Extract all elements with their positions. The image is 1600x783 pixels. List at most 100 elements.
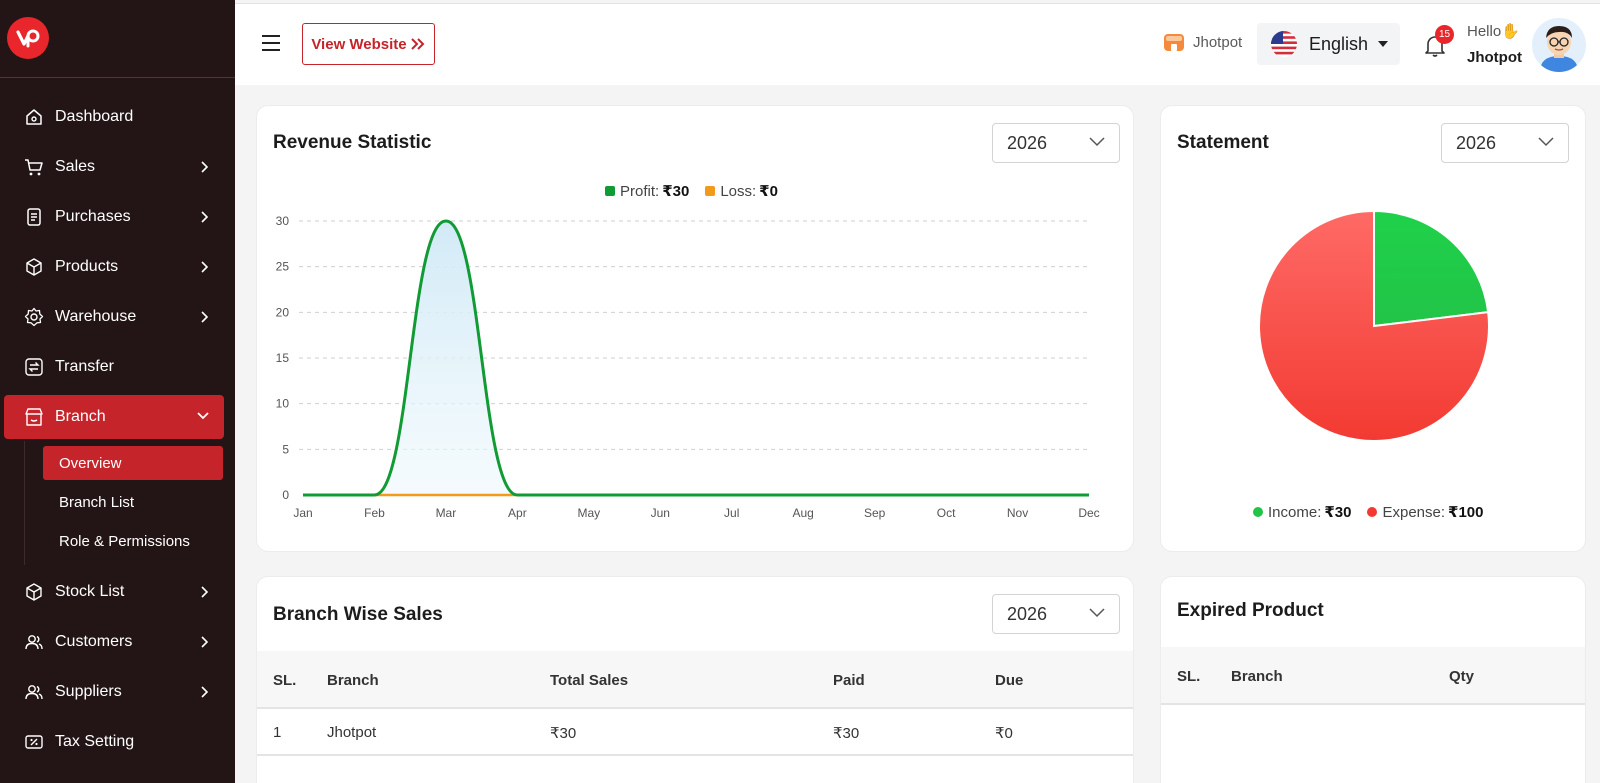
sidebar-item-branch[interactable]: Branch [4,395,224,439]
statement-year-value: 2026 [1456,132,1497,153]
chevron-right-icon [201,211,209,223]
sidebar-item-label: Customers [55,633,133,650]
branch-wise-sales-card: Branch Wise Sales 2026 SL. Branch Total … [256,576,1134,783]
submenu-item-branch-list[interactable]: Branch List [59,493,135,511]
statement-card: Statement 2026 Income: ₹30 Expense: ₹100 [1160,105,1586,552]
view-website-label: View Website [311,35,407,53]
user-name: Jhotpot [1467,49,1522,66]
logo-area [0,0,235,78]
users-icon [24,632,44,652]
x-tick-label: Aug [793,506,814,520]
statement-year-select[interactable]: 2026 [1441,123,1569,163]
sidebar: Dashboard Sales Purchases Products Wareh… [0,0,235,783]
submenu-item-role-permissions[interactable]: Role & Permissions [59,532,190,550]
view-website-button[interactable]: View Website [302,23,435,65]
notification-badge: 15 [1435,25,1454,44]
profit-swatch [605,186,615,196]
sidebar-item-dashboard[interactable]: Dashboard [4,95,224,139]
store-icon [24,407,44,427]
x-tick-label: May [577,506,600,520]
sidebar-item-label: Purchases [55,208,131,225]
store-icon [1164,34,1184,51]
store-name: Jhotpot [1193,33,1243,51]
cart-icon [24,157,44,177]
x-tick-label: Jul [724,506,739,520]
legend-value: ₹30 [662,183,690,200]
profit-series-line [303,219,1089,497]
pie-slice-expense[interactable] [1258,209,1490,442]
legend-income[interactable]: Income: ₹30 [1253,503,1351,521]
revenue-chart: 0 5 10 15 20 25 30 Jan Feb Mar Apr May Jun Jul Aug Sep O… [276,214,1100,520]
column-header: Branch [1231,668,1283,685]
legend-profit[interactable]: Profit: ₹30 [605,182,689,200]
sidebar-item-label: Branch [55,408,106,425]
chevron-right-icon [201,311,209,323]
chevron-right-icon [201,686,209,698]
home-icon [24,107,44,127]
sidebar-item-suppliers[interactable]: Suppliers [4,670,224,714]
legend-loss[interactable]: Loss: ₹0 [705,182,778,200]
revenue-statistic-card: Revenue Statistic 2026 Profit: ₹30 Loss: ₹… [256,105,1134,552]
pie-slice-income[interactable] [1373,209,1490,328]
table-row[interactable]: 1 Jhotpot ₹30 ₹30 ₹0 [257,709,1133,756]
sidebar-item-products[interactable]: Products [4,245,224,289]
sidebar-item-stock-list[interactable]: Stock List [4,570,224,614]
language-select[interactable]: English [1257,23,1400,65]
branch-sales-year-value: 2026 [1007,603,1048,624]
branch-submenu: Overview Branch List Role & Permissions [24,441,224,565]
box-icon [24,257,44,277]
language-label: English [1309,33,1369,54]
menu-icon[interactable] [261,34,281,52]
y-tick-label: 30 [276,214,290,228]
x-tick-label: Apr [508,506,527,520]
cell-due: ₹0 [995,725,1013,742]
revenue-year-select[interactable]: 2026 [992,123,1120,163]
branch-sales-title: Branch Wise Sales [273,604,443,625]
sidebar-item-transfer[interactable]: Transfer [4,345,224,389]
sidebar-item-label: Products [55,258,119,275]
y-tick-label: 5 [282,442,289,456]
sidebar-item-tax-setting[interactable]: Tax Setting [4,720,224,764]
table-header: SL. Branch Total Sales Paid Due [257,651,1133,709]
expired-title: Expired Product [1177,600,1324,621]
legend-label: Profit: [620,182,660,200]
transfer-icon [24,357,44,377]
legend-label: Loss: [720,182,757,200]
column-header: Total Sales [550,672,629,689]
expired-product-card: Expired Product SL. Branch Qty [1160,576,1586,783]
legend-expense[interactable]: Expense: ₹100 [1367,503,1484,521]
loss-swatch [705,186,716,196]
branch-sales-year-select[interactable]: 2026 [992,594,1120,634]
table-header: SL. Branch Qty [1161,647,1585,705]
income-swatch [1253,507,1263,517]
cell-paid: ₹30 [833,725,860,742]
x-tick-label: Feb [364,506,385,520]
sidebar-item-label: Stock List [55,583,125,600]
x-tick-label: Mar [436,506,457,520]
revenue-year-value: 2026 [1007,132,1048,153]
sidebar-item-label: Suppliers [55,683,122,700]
sidebar-item-sales[interactable]: Sales [4,145,224,189]
box-icon [24,582,44,602]
x-tick-label: Sep [864,506,886,520]
x-tick-label: Jan [293,506,312,520]
statement-pie-chart [1258,209,1490,442]
column-header: Qty [1449,668,1475,685]
caret-down-icon [1378,41,1389,47]
wave-hand-icon: ✋ [1501,23,1520,40]
revenue-legend: Profit: ₹30 Loss: ₹0 [605,182,794,200]
profit-area [303,221,1089,495]
avatar[interactable] [1532,18,1586,72]
store-switcher[interactable]: Jhotpot [1163,31,1242,53]
y-tick-label: 15 [276,351,290,365]
sidebar-item-purchases[interactable]: Purchases [4,195,224,239]
submenu-item-overview[interactable]: Overview [43,446,223,480]
y-tick-label: 10 [276,397,290,411]
sidebar-item-warehouse[interactable]: Warehouse [4,295,224,339]
gear-icon [24,307,44,327]
chevron-down-icon [1538,137,1554,147]
sidebar-item-customers[interactable]: Customers [4,620,224,664]
legend-label: Income: [1268,503,1322,521]
column-header: Paid [833,672,865,689]
vp-logo-icon[interactable] [7,17,49,59]
